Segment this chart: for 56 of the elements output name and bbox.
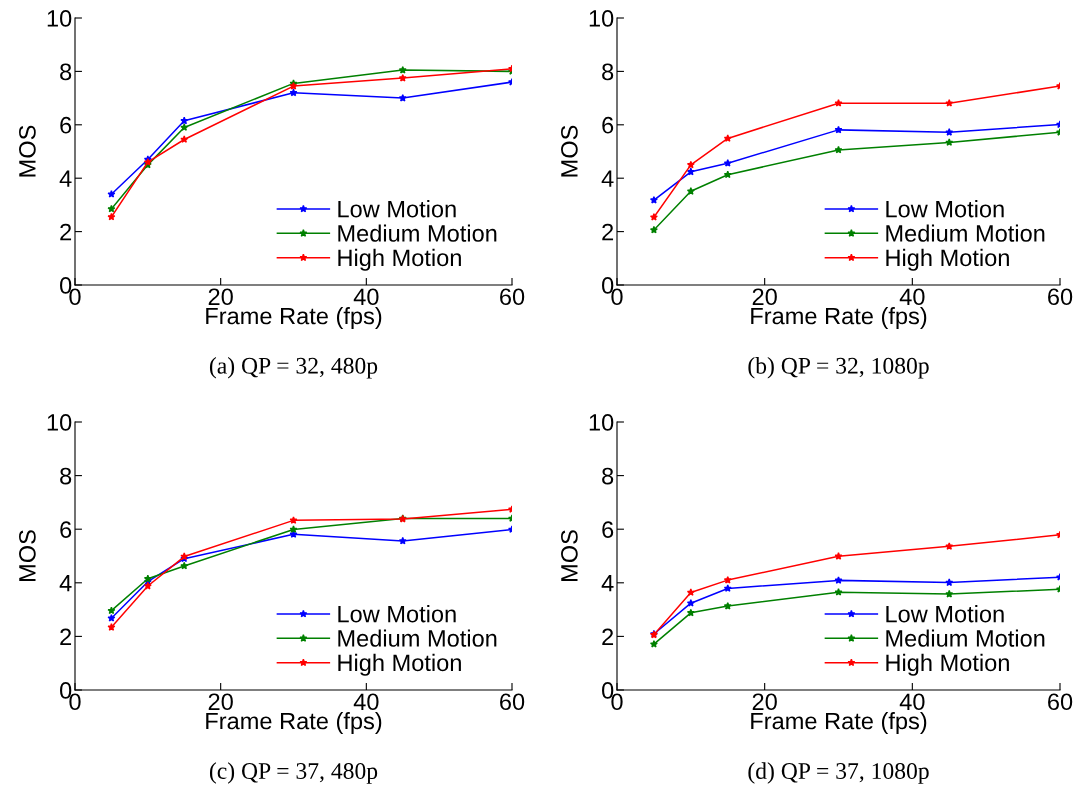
legend-label: High Motion — [886, 653, 1009, 676]
legend-label: Medium Motion — [338, 224, 497, 242]
x-tick-label: 60 — [500, 693, 525, 711]
y-tick-label: 2 — [602, 628, 614, 645]
x-tick-label: 20 — [752, 693, 777, 711]
y-tick-label: 10 — [47, 414, 72, 431]
x-tick-label: 60 — [500, 288, 525, 306]
y-tick-label: 8 — [60, 467, 72, 485]
legend-label: High Motion — [338, 248, 461, 271]
y-tick-label: 6 — [60, 116, 72, 134]
y-axis-title: MOS — [19, 530, 36, 581]
y-tick-label: 8 — [60, 63, 72, 81]
y-tick-label: 4 — [59, 575, 72, 592]
x-tick-label: 20 — [752, 288, 777, 306]
y-tick-label: 10 — [589, 414, 614, 431]
y-axis-title: MOS — [561, 125, 578, 177]
y-tick-label: 10 — [589, 10, 614, 27]
x-tick-label: 40 — [899, 288, 925, 306]
text: (a) QP = 32, 480p — [209, 357, 378, 379]
text: (d) QP = 37, 1080p — [748, 762, 929, 784]
x-tick-label: 60 — [1048, 288, 1073, 306]
x-tick-label: 40 — [353, 288, 379, 306]
legend-label: Low Motion — [338, 605, 456, 623]
y-tick-label: 10 — [47, 10, 72, 27]
x-axis-title: Frame Rate (fps) — [751, 307, 927, 330]
x-tick-label: 40 — [353, 693, 379, 711]
y-tick-label: 4 — [601, 575, 614, 592]
legend-label: Low Motion — [338, 200, 456, 218]
x-tick-label: 40 — [899, 693, 925, 711]
x-tick-label: 20 — [208, 693, 233, 711]
y-tick-label: 2 — [602, 223, 614, 241]
text: (c) QP = 37, 480p — [209, 762, 378, 784]
y-tick-label: 4 — [59, 170, 72, 187]
y-tick-label: 6 — [602, 521, 614, 538]
y-tick-label: 6 — [60, 521, 72, 538]
x-axis-title: Frame Rate (fps) — [206, 712, 382, 735]
legend-label: Low Motion — [886, 200, 1004, 218]
y-tick-label: 2 — [60, 628, 72, 645]
legend-label: High Motion — [886, 248, 1009, 271]
legend-label: Medium Motion — [886, 629, 1045, 647]
y-tick-label: 8 — [602, 63, 614, 81]
y-tick-label: 8 — [602, 467, 614, 485]
legend-label: Medium Motion — [338, 629, 497, 647]
y-tick-label: 4 — [601, 170, 614, 187]
legend-label: Low Motion — [886, 605, 1004, 623]
legend-label: Medium Motion — [886, 224, 1045, 242]
y-tick-label: 2 — [60, 223, 72, 241]
y-axis-title: MOS — [19, 125, 36, 177]
y-tick-label: 6 — [602, 116, 614, 134]
x-axis-title: Frame Rate (fps) — [206, 307, 382, 330]
legend-label: High Motion — [338, 653, 461, 676]
y-axis-title: MOS — [561, 530, 578, 581]
x-tick-label: 60 — [1048, 693, 1073, 711]
x-tick-label: 20 — [208, 288, 233, 306]
x-axis-title: Frame Rate (fps) — [751, 712, 927, 735]
text: (b) QP = 32, 1080p — [748, 357, 929, 379]
